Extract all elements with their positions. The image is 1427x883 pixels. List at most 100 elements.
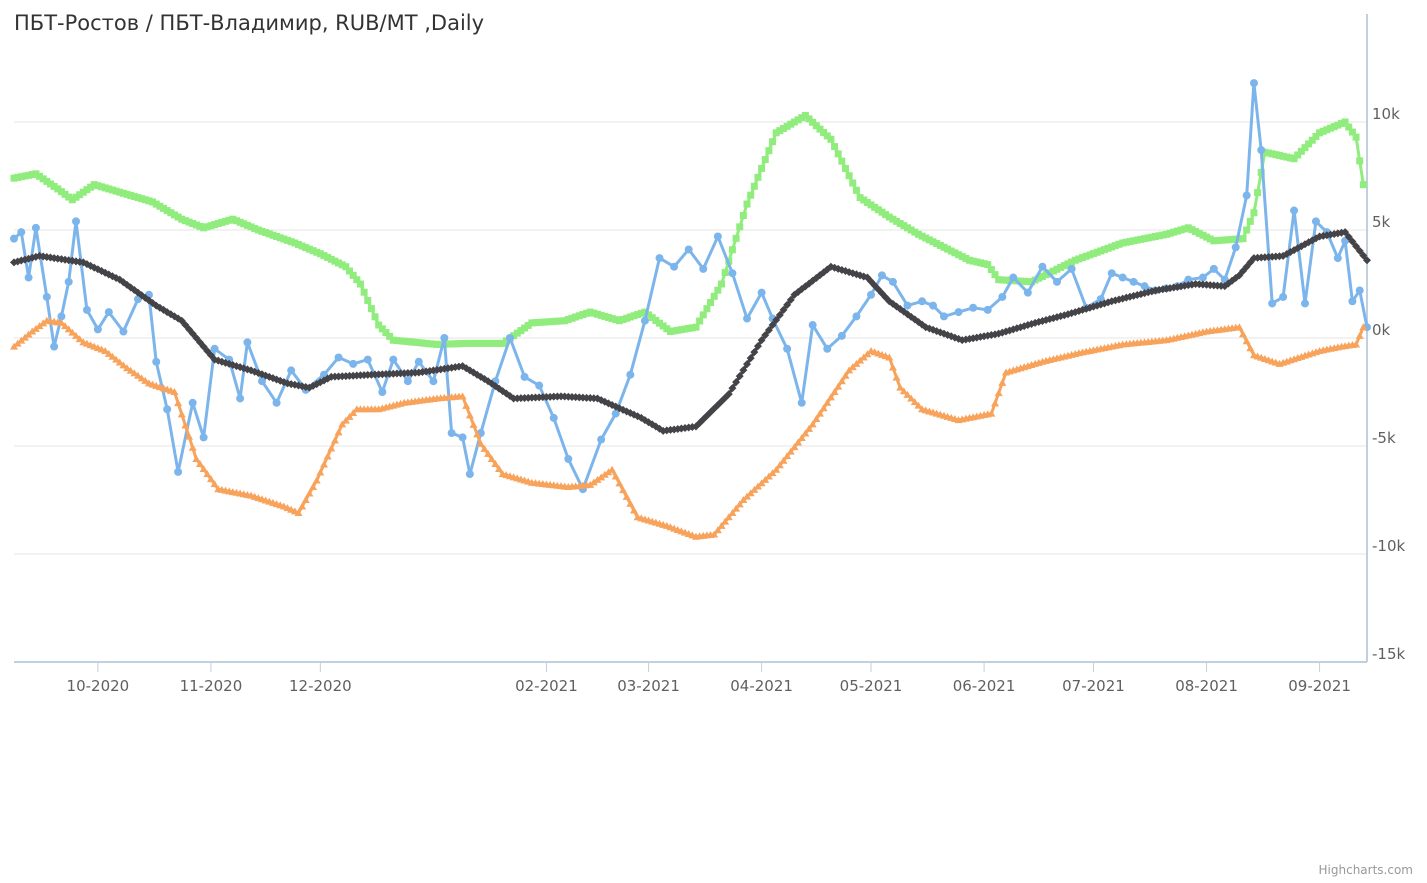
data-point [615,479,624,487]
data-point [1068,258,1076,266]
data-point [495,339,503,347]
data-point [1144,234,1152,242]
data-point [1290,206,1299,215]
data-point [57,255,66,264]
data-point [1126,238,1134,246]
data-point [68,328,77,336]
data-point [622,492,631,500]
data-point [1249,79,1258,88]
data-point [798,114,806,122]
data-point [188,443,197,451]
data-point [1192,228,1200,236]
data-point [167,209,175,217]
data-point [899,387,908,395]
data-point [816,125,824,133]
data-point [104,308,113,317]
data-point [334,428,343,436]
data-point [1093,248,1101,256]
data-point [699,311,707,319]
data-point [1006,276,1014,284]
data-point [659,322,667,330]
data-point [717,521,726,529]
data-point [42,292,51,301]
data-point [681,325,689,333]
data-point [703,305,711,313]
data-point [458,392,467,400]
data-point [21,172,29,180]
credits-link[interactable]: Highcharts.com [1318,863,1413,877]
x-tick-label: 11-2020 [180,677,243,695]
data-point [1057,263,1065,271]
data-point [480,339,488,347]
data-point [645,311,653,319]
data-point [1279,292,1288,301]
data-point [775,461,784,469]
data-point [43,177,51,185]
data-point [532,319,540,327]
data-point [1305,140,1313,148]
data-point [539,318,547,326]
data-point [1308,136,1316,144]
data-point [1195,229,1203,237]
data-point [152,357,161,366]
y-tick-label: 10k [1372,105,1400,123]
data-point [1290,155,1298,163]
data-point [1239,235,1247,243]
data-point [1188,226,1196,234]
data-point [1079,254,1087,262]
data-point [831,143,839,151]
data-point [222,217,230,225]
data-point [491,460,500,467]
data-point [276,234,284,242]
data-point [1049,267,1057,275]
data-point [1311,217,1320,226]
data-point [692,323,700,331]
data-point [877,271,886,280]
data-point [14,173,22,181]
data-point [349,409,358,417]
data-point [1275,151,1283,159]
data-point [1199,231,1207,239]
data-point [1203,233,1211,241]
data-point [287,238,295,246]
data-point [1002,276,1010,284]
data-point [470,339,478,347]
data-point [39,319,48,327]
data-point [108,352,117,360]
data-point [1023,288,1032,297]
data-point [133,371,142,379]
data-point [615,317,623,325]
data-point [994,389,1003,397]
data-point [663,325,671,333]
data-point [1355,331,1364,339]
data-point [185,218,193,226]
data-point [743,200,751,208]
data-point [860,196,868,204]
data-point [1268,150,1276,158]
data-point [589,478,598,486]
data-point [1140,282,1149,291]
data-point [505,392,514,401]
data-point [1345,123,1353,131]
data-point [1060,262,1068,270]
data-point [845,172,853,180]
data-point [1333,254,1342,263]
data-point [837,377,846,385]
data-point [1038,262,1047,271]
data-point [601,312,609,320]
data-point [484,449,493,457]
data-point [214,220,222,228]
data-point [684,245,693,254]
data-point [1348,297,1357,306]
data-point [995,276,1003,284]
data-point [28,327,37,335]
series-line [13,81,1369,491]
data-point [1082,252,1090,260]
data-point [1355,286,1364,295]
x-tick-label: 03-2021 [617,677,680,695]
data-point [291,239,299,247]
data-point [243,221,251,229]
data-point [1363,256,1371,265]
data-point [929,238,937,246]
data-point [101,184,109,192]
